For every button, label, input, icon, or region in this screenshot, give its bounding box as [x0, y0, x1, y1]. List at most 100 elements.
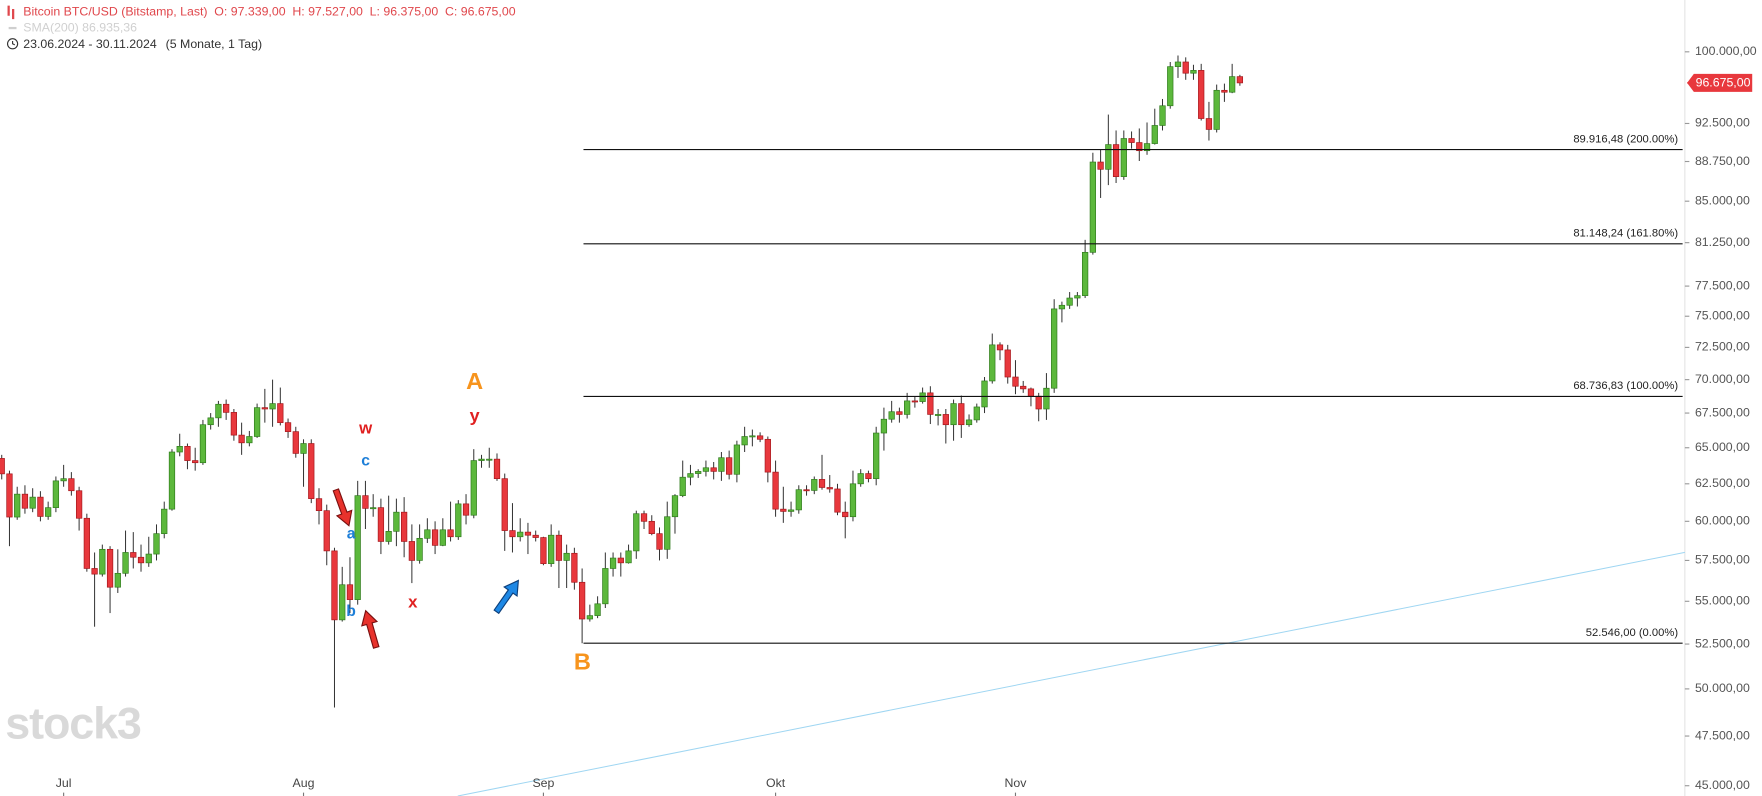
watermark: stock3 — [5, 697, 141, 748]
candle-body — [640, 513, 648, 522]
candle-body — [68, 478, 75, 492]
candle-body — [664, 516, 671, 550]
candle-body — [91, 568, 98, 575]
candle-body — [261, 407, 268, 410]
candle-body — [633, 513, 640, 552]
fib-label: 89.916,48 (200.00%) — [1573, 133, 1678, 145]
x-tick-label: Nov — [1005, 776, 1028, 790]
y-tick-label: 92.500,00 — [1695, 116, 1750, 130]
range: 23.06.2024 - 30.11.2024 — [23, 37, 157, 51]
candle-body — [37, 496, 44, 517]
candle-body — [29, 496, 36, 509]
candle-body — [764, 438, 771, 473]
candle-body — [1159, 105, 1166, 126]
candle-body — [315, 498, 323, 511]
y-tick-label: 60.000,00 — [1695, 514, 1750, 528]
candle-body — [687, 473, 694, 478]
candle-body — [973, 406, 980, 421]
wave-label: A — [466, 368, 483, 394]
x-tick-label: Jul — [56, 776, 72, 790]
candle-body — [934, 414, 942, 416]
candle-body — [83, 517, 90, 569]
candle-body — [609, 557, 617, 569]
candle-body — [478, 458, 485, 461]
wave-label: w — [358, 418, 373, 437]
candle-body — [1074, 295, 1081, 299]
candle-body — [470, 460, 477, 516]
price-label: 96.675,00 — [1696, 76, 1751, 90]
candle-body — [455, 503, 462, 538]
candle-body — [1035, 395, 1042, 410]
arrow — [493, 579, 520, 615]
candle-body — [718, 457, 725, 472]
candle-body — [277, 403, 284, 423]
arrow — [361, 609, 380, 649]
candle-body — [780, 508, 787, 512]
candle-body — [137, 556, 145, 564]
candle-body — [710, 467, 717, 472]
candle-body — [548, 534, 555, 564]
period: (5 Monate, 1 Tag) — [166, 37, 262, 51]
candle-body — [818, 479, 826, 488]
candle-body — [1012, 376, 1019, 387]
candle-body — [1143, 143, 1151, 152]
candle-body — [958, 403, 965, 426]
wave-label: B — [574, 649, 591, 675]
candle-body — [733, 444, 741, 475]
candle-body — [842, 511, 849, 518]
y-tick-label: 45.000,00 — [1695, 778, 1750, 792]
candle-body — [756, 435, 764, 440]
clock-hand — [12, 40, 16, 46]
candle-icon — [7, 5, 15, 20]
candle-body — [75, 490, 83, 519]
candle-body — [308, 443, 315, 499]
candle-body — [486, 458, 493, 461]
candle-body — [950, 403, 957, 426]
candle-body — [555, 534, 563, 561]
y-tick-label: 62.500,00 — [1695, 476, 1750, 490]
candle-body — [14, 493, 21, 518]
candle-body — [377, 507, 385, 542]
candle-body — [1112, 144, 1120, 177]
x-tick-label: Sep — [532, 776, 554, 790]
y-tick-label: 55.000,00 — [1695, 594, 1750, 608]
candle-body — [981, 380, 988, 408]
candle-body — [1229, 76, 1236, 93]
candle-body — [532, 534, 539, 538]
candle-body — [1221, 89, 1228, 93]
y-tick-label: 50.000,00 — [1695, 681, 1750, 695]
legend-title: Bitcoin BTC/USD (Bitstamp, Last) O: 97.33… — [23, 5, 515, 19]
candle-body — [656, 533, 663, 550]
x-tick-label: Aug — [293, 776, 315, 790]
candle-body — [45, 507, 52, 517]
fib-label: 68.736,83 (100.00%) — [1573, 380, 1678, 392]
candle-body — [625, 550, 632, 564]
wave-label: y — [470, 405, 480, 425]
candle-body — [1027, 388, 1035, 397]
candle-body — [1051, 308, 1058, 389]
candle-body — [1213, 89, 1220, 130]
y-tick-label: 75.000,00 — [1695, 308, 1750, 322]
candle-body — [1151, 125, 1158, 144]
candle-body — [671, 495, 679, 518]
y-tick-label: 47.500,00 — [1695, 728, 1750, 742]
x-tick-label: Okt — [766, 776, 786, 790]
candle-body — [524, 531, 532, 536]
candle-body — [362, 495, 369, 509]
candle-body — [1089, 161, 1096, 253]
candle-body — [578, 581, 586, 620]
candle-body — [1198, 70, 1205, 119]
candle-body — [795, 489, 802, 511]
candle-body — [586, 615, 593, 620]
candle-body — [207, 417, 214, 426]
high-label: H: 97.527,00 — [292, 5, 363, 19]
y-tick-label: 57.500,00 — [1695, 553, 1750, 567]
candle-body — [1167, 66, 1174, 107]
fib-label: 52.546,00 (0.00%) — [1586, 627, 1679, 639]
header: Bitcoin BTC/USD (Bitstamp, Last) O: 97.33… — [6, 5, 516, 51]
candle-body — [695, 471, 702, 474]
y-tick-label: 77.500,00 — [1695, 278, 1750, 292]
candle-body — [408, 541, 415, 561]
candle-body — [1020, 385, 1027, 390]
